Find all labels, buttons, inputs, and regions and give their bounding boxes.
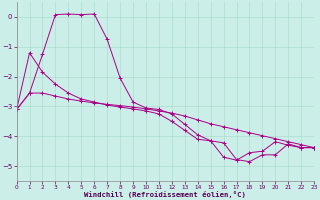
X-axis label: Windchill (Refroidissement éolien,°C): Windchill (Refroidissement éolien,°C) <box>84 191 246 198</box>
